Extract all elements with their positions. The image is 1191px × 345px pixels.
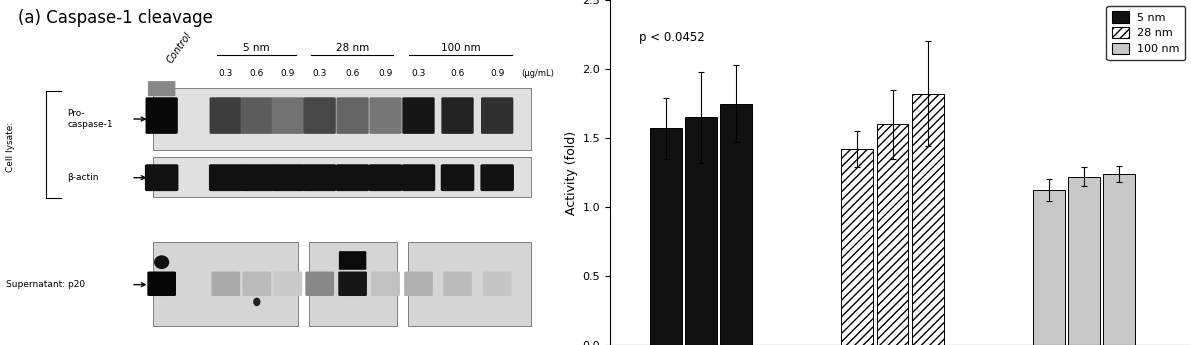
Text: 0.6: 0.6	[450, 69, 464, 78]
Bar	[1033, 190, 1065, 345]
FancyBboxPatch shape	[303, 164, 336, 191]
Bar	[877, 124, 909, 345]
FancyBboxPatch shape	[148, 272, 176, 296]
FancyBboxPatch shape	[336, 164, 369, 191]
FancyBboxPatch shape	[403, 97, 435, 134]
Bar	[650, 128, 682, 345]
FancyBboxPatch shape	[305, 272, 333, 296]
FancyBboxPatch shape	[482, 272, 511, 296]
Text: 28 nm: 28 nm	[336, 43, 369, 53]
Bar	[310, 241, 397, 326]
Bar	[152, 157, 531, 197]
Bar	[409, 241, 531, 326]
FancyBboxPatch shape	[443, 272, 472, 296]
Ellipse shape	[154, 255, 169, 269]
FancyBboxPatch shape	[272, 164, 305, 191]
FancyBboxPatch shape	[304, 97, 336, 134]
FancyBboxPatch shape	[480, 164, 515, 191]
FancyBboxPatch shape	[274, 272, 303, 296]
FancyBboxPatch shape	[339, 251, 367, 270]
FancyBboxPatch shape	[404, 272, 432, 296]
Text: 0.6: 0.6	[345, 69, 360, 78]
FancyBboxPatch shape	[210, 97, 242, 134]
Text: Cell lysate:: Cell lysate:	[6, 121, 15, 172]
FancyBboxPatch shape	[208, 164, 243, 191]
Bar	[911, 94, 943, 345]
FancyBboxPatch shape	[338, 272, 367, 296]
FancyBboxPatch shape	[441, 164, 474, 191]
FancyBboxPatch shape	[211, 272, 241, 296]
FancyBboxPatch shape	[241, 97, 273, 134]
Bar	[152, 241, 298, 326]
FancyBboxPatch shape	[442, 97, 474, 134]
Text: 0.6: 0.6	[250, 69, 264, 78]
FancyBboxPatch shape	[243, 272, 272, 296]
Text: Control: Control	[164, 31, 193, 66]
Text: β-actin: β-actin	[67, 173, 99, 182]
FancyBboxPatch shape	[369, 164, 403, 191]
Text: (a) Caspase-1 cleavage: (a) Caspase-1 cleavage	[18, 9, 213, 27]
Text: (μg/mL): (μg/mL)	[522, 69, 555, 78]
Y-axis label: Activity (fold): Activity (fold)	[566, 130, 579, 215]
Bar	[685, 117, 717, 345]
FancyBboxPatch shape	[145, 97, 177, 134]
Text: Pro-
caspase-1: Pro- caspase-1	[67, 109, 113, 129]
Text: Supernatant: p20: Supernatant: p20	[6, 280, 86, 289]
FancyBboxPatch shape	[336, 97, 369, 134]
FancyBboxPatch shape	[272, 97, 304, 134]
FancyBboxPatch shape	[401, 164, 435, 191]
FancyBboxPatch shape	[369, 97, 401, 134]
Text: p < 0.0452: p < 0.0452	[640, 31, 705, 45]
FancyBboxPatch shape	[148, 81, 175, 96]
FancyBboxPatch shape	[481, 97, 513, 134]
Text: 0.3: 0.3	[312, 69, 326, 78]
FancyBboxPatch shape	[241, 164, 274, 191]
Bar	[1103, 174, 1135, 345]
Legend: 5 nm, 28 nm, 100 nm: 5 nm, 28 nm, 100 nm	[1106, 6, 1185, 60]
Text: 0.3: 0.3	[218, 69, 233, 78]
Ellipse shape	[254, 297, 261, 306]
Text: 0.3: 0.3	[411, 69, 425, 78]
Text: 100 nm: 100 nm	[441, 43, 480, 53]
Bar	[721, 104, 752, 345]
Bar	[842, 149, 873, 345]
Bar	[152, 88, 531, 150]
Text: 0.9: 0.9	[379, 69, 393, 78]
Text: 0.9: 0.9	[490, 69, 504, 78]
Text: 0.9: 0.9	[281, 69, 295, 78]
FancyBboxPatch shape	[372, 272, 400, 296]
Bar	[1068, 177, 1100, 345]
Text: 5 nm: 5 nm	[243, 43, 269, 53]
FancyBboxPatch shape	[145, 164, 179, 191]
